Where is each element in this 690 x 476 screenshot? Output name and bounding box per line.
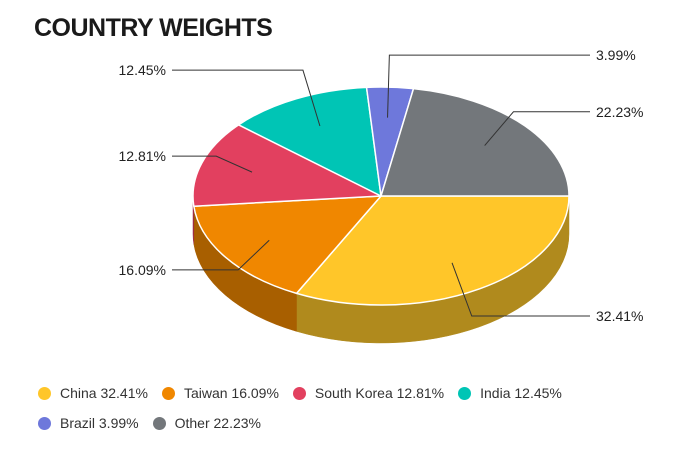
pie-slice-taiwan [193,195,382,295]
pie-slice-south-korea [192,124,382,207]
legend-item-brazil[interactable]: Brazil 3.99% [38,415,139,431]
data-label-south-korea: 12.81% [119,148,166,164]
legend: China 32.41% Taiwan 16.09% South Korea 12.… [38,382,658,442]
leader-line-south-korea [172,155,253,173]
legend-item-other[interactable]: Other 22.23% [152,415,261,431]
pie-labels: 32.41% 16.09% 12.81% 12.45% 3.99% 22.23% [119,47,644,324]
data-label-other: 22.23% [596,104,643,120]
data-label-china: 32.41% [596,308,643,324]
chart-title: COUNTRY WEIGHTS [34,14,273,42]
legend-label: India 12.45% [480,385,562,401]
legend-row: Brazil 3.99% Other 22.23% [38,412,658,434]
legend-label: Brazil 3.99% [60,415,139,431]
legend-item-india[interactable]: India 12.45% [458,385,562,401]
data-label-taiwan: 16.09% [119,262,166,278]
pie-slice-china [295,195,570,306]
legend-label: China 32.41% [60,385,148,401]
pie-slice-india [237,86,382,197]
leader-line-india [172,69,321,127]
leader-line-other [484,111,590,146]
legend-swatch [458,386,472,400]
legend-label: Taiwan 16.09% [183,385,279,401]
legend-swatch [292,386,306,400]
legend-row: China 32.41% Taiwan 16.09% South Korea 12.… [38,382,658,404]
leader-line-taiwan [172,239,270,271]
legend-label: Other 22.23% [174,415,261,431]
legend-item-china[interactable]: China 32.41% [38,385,148,401]
data-label-india: 12.45% [119,62,166,78]
leader-line-china [451,262,590,317]
data-label-brazil: 3.99% [596,47,636,63]
legend-item-taiwan[interactable]: Taiwan 16.09% [161,385,279,401]
legend-label: South Korea 12.81% [314,385,445,401]
pie-top [192,86,570,306]
legend-swatch [38,386,51,400]
pie-slice-other [380,87,570,197]
legend-swatch [38,416,51,430]
leader-line-brazil [387,54,590,118]
legend-swatch [152,416,166,430]
pie-leaders [172,54,590,317]
legend-item-south-korea[interactable]: South Korea 12.81% [292,385,445,401]
legend-swatch [161,386,175,400]
pie-chart: 32.41% 16.09% 12.81% 12.45% 3.99% 22.23% [119,47,644,344]
